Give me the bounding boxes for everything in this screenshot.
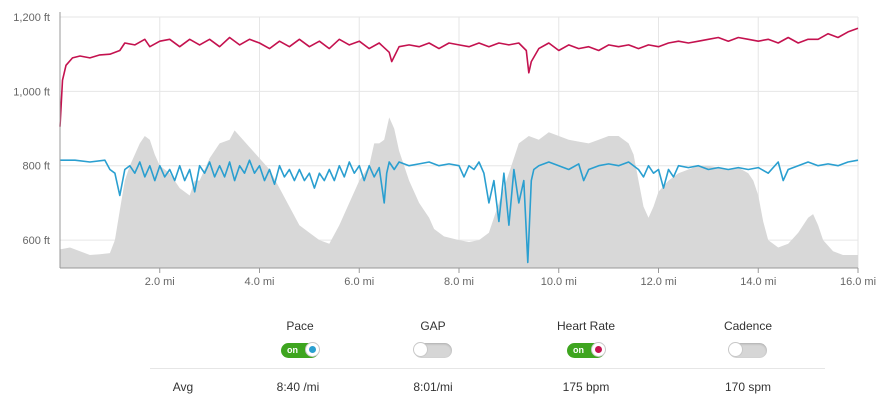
chart-legend: Pace on GAP Heart Rate on Cadence bbox=[0, 318, 881, 368]
x-tick-label: 6.0 mi bbox=[344, 276, 374, 288]
avg-pace: 8:40 /mi bbox=[276, 380, 320, 394]
axes: 600 ft 800 ft 1,000 ft 1,200 ft 2.0 mi 4.0 mi… bbox=[13, 12, 876, 288]
avg-heart-rate: 175 bpm bbox=[562, 380, 610, 394]
cadence-toggle[interactable] bbox=[728, 342, 767, 358]
heart-rate-line bbox=[59, 27, 859, 127]
legend-gap: GAP bbox=[353, 318, 513, 363]
grid bbox=[60, 16, 859, 268]
elevation-area-path bbox=[60, 117, 858, 269]
x-tick-label: 4.0 mi bbox=[245, 276, 275, 288]
pace-toggle-text: on bbox=[287, 345, 298, 355]
avg-cadence: 170 spm bbox=[724, 380, 772, 394]
legend-label-gap: GAP bbox=[420, 319, 446, 333]
elevation-area bbox=[60, 117, 858, 269]
series-lines bbox=[59, 27, 859, 264]
heart-rate-toggle[interactable]: on bbox=[567, 342, 606, 358]
averages-row: Avg 8:40 /mi 8:01/mi 175 bpm 170 spm bbox=[0, 380, 881, 396]
pace-color-dot bbox=[309, 346, 316, 353]
legend-cadence: Cadence bbox=[668, 318, 828, 363]
heart-rate-color-dot bbox=[595, 346, 602, 353]
divider bbox=[150, 368, 825, 369]
x-tick-label: 16.0 mi bbox=[840, 276, 876, 288]
x-tick-label: 8.0 mi bbox=[444, 276, 474, 288]
heart-rate-toggle-text: on bbox=[573, 345, 584, 355]
avg-label: Avg bbox=[172, 380, 194, 394]
legend-heart-rate: Heart Rate on bbox=[506, 318, 666, 363]
y-tick-label: 1,200 ft bbox=[13, 12, 50, 24]
gap-toggle[interactable] bbox=[413, 342, 452, 358]
legend-label-pace: Pace bbox=[286, 319, 314, 333]
activity-chart: 600 ft 800 ft 1,000 ft 1,200 ft 2.0 mi 4.0 mi… bbox=[13, 12, 876, 288]
x-tick-label: 10.0 mi bbox=[541, 276, 577, 288]
y-tick-label: 800 ft bbox=[22, 161, 50, 173]
x-tick-label: 2.0 mi bbox=[145, 276, 175, 288]
pace-line bbox=[60, 159, 859, 264]
pace-toggle-knob bbox=[305, 342, 320, 357]
pace-toggle[interactable]: on bbox=[281, 342, 320, 358]
legend-pace: Pace on bbox=[220, 318, 380, 363]
cadence-toggle-knob bbox=[728, 342, 743, 357]
x-tick-label: 14.0 mi bbox=[740, 276, 776, 288]
legend-label-cadence: Cadence bbox=[723, 319, 773, 333]
avg-gap: 8:01/mi bbox=[413, 380, 453, 394]
legend-label-heart-rate: Heart Rate bbox=[556, 319, 616, 333]
y-tick-label: 1,000 ft bbox=[13, 86, 50, 98]
x-tick-label: 12.0 mi bbox=[640, 276, 676, 288]
heart-rate-toggle-knob bbox=[591, 342, 606, 357]
gap-toggle-knob bbox=[413, 342, 428, 357]
y-tick-label: 600 ft bbox=[22, 235, 50, 247]
